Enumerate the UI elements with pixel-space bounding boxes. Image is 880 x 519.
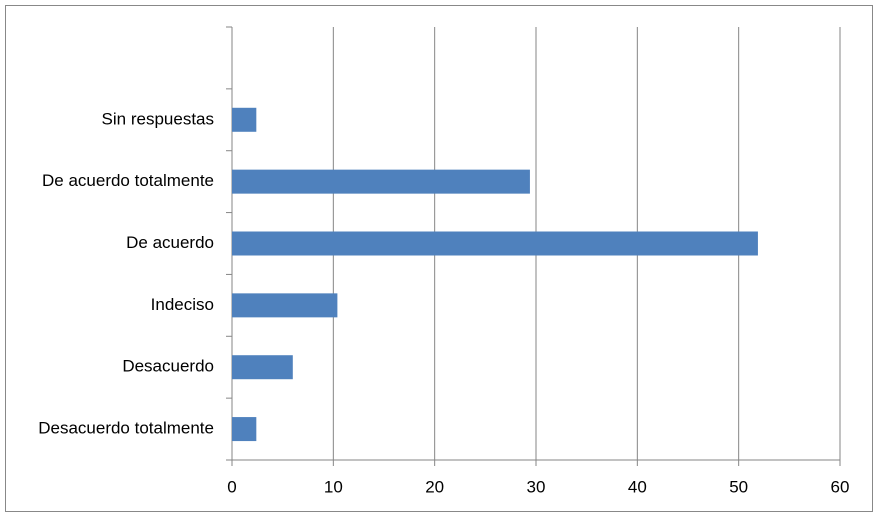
chart-border [5, 5, 873, 512]
x-tick-label: 10 [324, 477, 343, 496]
bar [232, 417, 257, 442]
bar [232, 293, 338, 318]
x-tick-label: 40 [628, 477, 647, 496]
x-tick-label: 60 [831, 477, 850, 496]
bar [232, 355, 293, 380]
y-tick-label: De acuerdo totalmente [42, 171, 214, 190]
x-tick-label: 50 [729, 477, 748, 496]
y-tick-label: Indeciso [151, 295, 214, 314]
bar [232, 107, 257, 132]
x-tick-label: 0 [227, 477, 236, 496]
x-tick-label: 30 [527, 477, 546, 496]
y-tick-label: De acuerdo [126, 233, 214, 252]
bar [232, 169, 530, 194]
bar [232, 231, 758, 256]
y-tick-label: Desacuerdo [122, 357, 214, 376]
y-tick-label: Sin respuestas [102, 109, 214, 128]
y-tick-label: Desacuerdo totalmente [38, 419, 214, 438]
x-tick-label: 20 [425, 477, 444, 496]
